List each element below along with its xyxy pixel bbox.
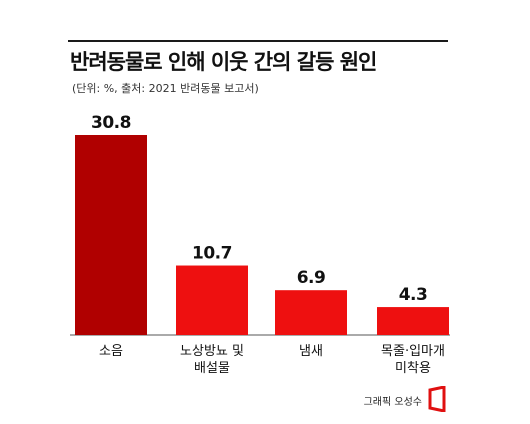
bar-0: [75, 135, 147, 335]
value-label-2: 6.9: [297, 268, 326, 288]
value-label-3: 4.3: [399, 285, 428, 305]
publisher-logo-icon: [428, 386, 446, 412]
title-rule: [68, 40, 448, 42]
chart-title: 반려동물로 인해 이웃 간의 갈등 원인: [70, 50, 377, 74]
category-label-line: 목줄·입마개: [381, 344, 445, 359]
category-label-0: 소음: [99, 344, 123, 359]
chart-subtitle: (단위: %, 출처: 2021 반려동물 보고서): [72, 82, 259, 95]
bar-3: [377, 307, 449, 335]
bar-1: [176, 265, 248, 335]
category-label-line: 소음: [99, 344, 123, 359]
category-label-line: 미착용: [395, 361, 431, 376]
category-label-line: 노상방뇨 및: [180, 344, 244, 359]
graphic-credit: 그래픽 오성수: [363, 397, 422, 408]
value-label-1: 10.7: [192, 244, 232, 264]
bar-2: [275, 290, 347, 335]
category-label-2: 냄새: [299, 344, 323, 359]
category-label-line: 배설물: [194, 361, 230, 376]
category-label-line: 냄새: [299, 344, 323, 359]
value-label-0: 30.8: [91, 113, 131, 133]
